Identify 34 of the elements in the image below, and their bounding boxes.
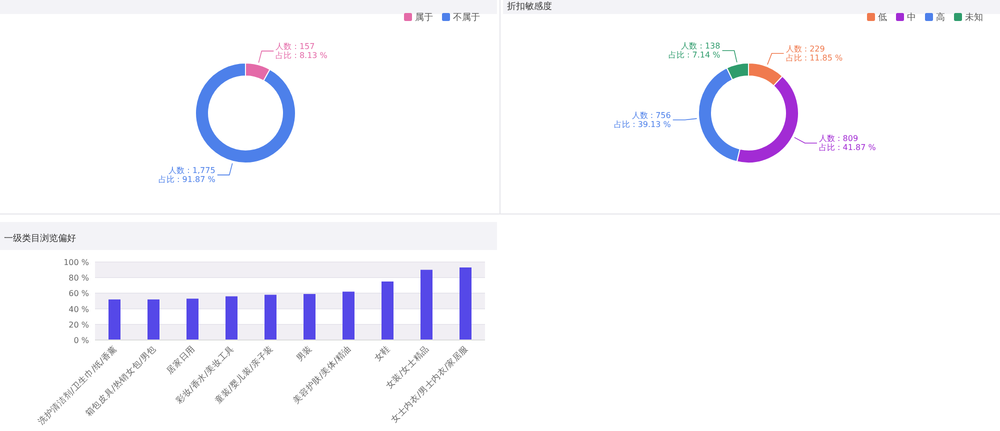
bar xyxy=(460,267,472,340)
bar xyxy=(342,292,354,340)
bar xyxy=(420,270,432,340)
bar xyxy=(226,296,238,340)
legend-label: 高 xyxy=(936,12,945,23)
data-label: 人数 : 157 占比 : 8.13 % xyxy=(276,42,328,60)
bar xyxy=(186,298,198,340)
bar xyxy=(382,282,394,340)
data-label: 人数 : 229 占比 : 11.85 % xyxy=(786,44,844,62)
data-label: 人数 : 1,775 占比 : 91.87 % xyxy=(158,166,216,184)
bar xyxy=(108,299,120,340)
y-tick-label: 100 % xyxy=(64,258,90,267)
data-label: 人数 : 138 占比 : 7.14 % xyxy=(668,42,721,60)
y-tick-label: 20 % xyxy=(68,320,90,330)
legend-label: 未知 xyxy=(965,12,983,23)
x-tick-label: 男装 xyxy=(294,343,315,364)
chart-title: 一级类目浏览偏好 xyxy=(4,233,76,244)
y-tick-label: 40 % xyxy=(68,304,90,314)
y-tick-label: 80 % xyxy=(68,274,90,283)
legend-label: 不属于 xyxy=(453,12,480,23)
donut-slice xyxy=(195,62,296,164)
legend-label: 属于 xyxy=(415,12,433,23)
data-label: 人数 : 756 占比 : 39.13 % xyxy=(614,110,672,129)
bar xyxy=(148,299,160,340)
x-tick-label: 女鞋 xyxy=(372,343,393,364)
y-tick-label: 60 % xyxy=(68,289,90,298)
text: 折扣敏感度 xyxy=(507,1,552,12)
bar xyxy=(264,294,276,340)
legend-label: 低 xyxy=(878,12,887,23)
x-tick-label: 居家日用 xyxy=(164,343,198,377)
data-label: 人数 : 809 占比 : 41.87 % xyxy=(818,134,876,152)
bar xyxy=(304,294,316,340)
y-tick-label: 0 % xyxy=(74,336,90,345)
legend-label: 中 xyxy=(907,12,916,23)
